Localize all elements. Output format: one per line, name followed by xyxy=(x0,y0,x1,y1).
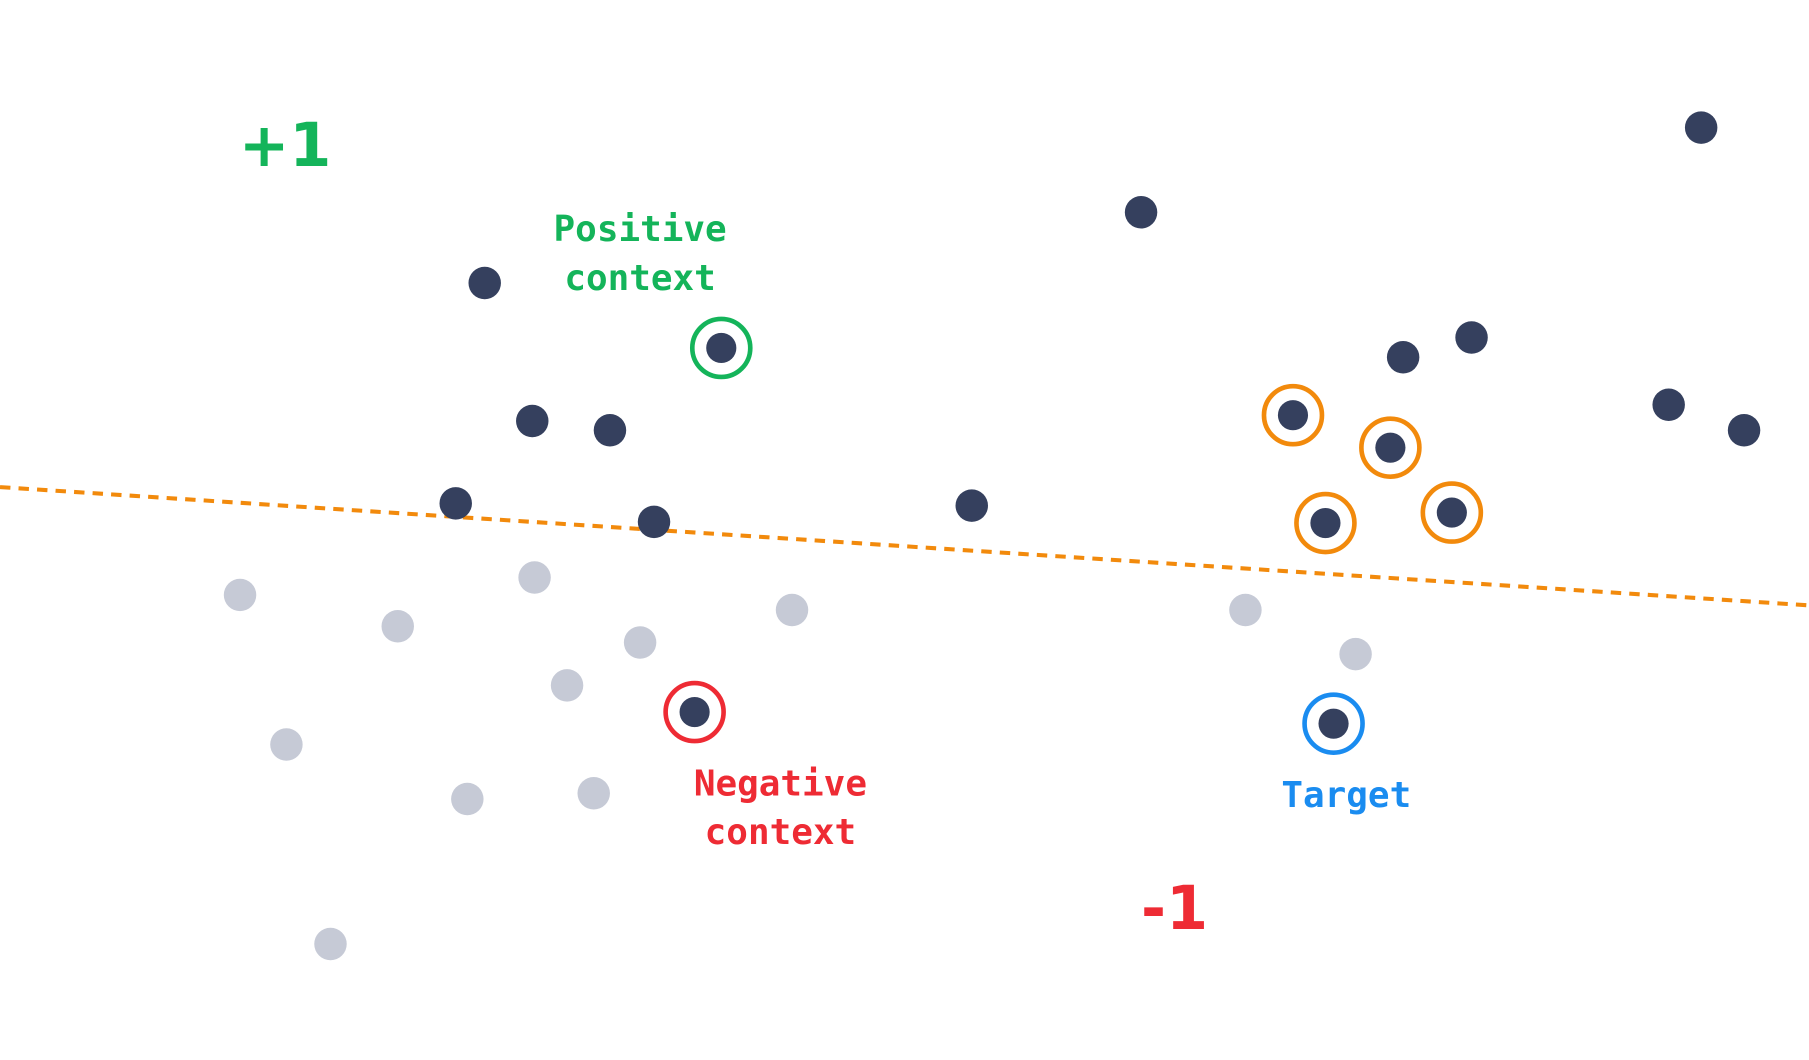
light-point xyxy=(381,610,414,643)
dark-point xyxy=(593,414,627,447)
dark-point xyxy=(1277,400,1309,431)
dark-point xyxy=(516,404,549,438)
light-point xyxy=(314,927,347,961)
positive-context-label-line1: Positive xyxy=(554,209,727,250)
dark-point xyxy=(1375,432,1406,463)
dark-point xyxy=(1386,340,1420,374)
dark-point xyxy=(468,266,501,300)
dark-point xyxy=(706,332,737,364)
dark-point xyxy=(1652,388,1685,421)
dark-point xyxy=(1727,414,1761,447)
light-point xyxy=(451,782,484,816)
light-point xyxy=(623,626,657,659)
dark-point xyxy=(955,489,988,522)
dark-point xyxy=(1436,497,1467,528)
dark-point xyxy=(1124,196,1158,229)
dark-point xyxy=(1455,321,1488,354)
decision-boundary-line xyxy=(0,485,1809,608)
light-point xyxy=(775,593,809,627)
dark-point xyxy=(1684,111,1718,144)
dark-point xyxy=(1318,708,1349,739)
light-point xyxy=(518,561,551,594)
light-point xyxy=(270,728,303,761)
dark-point xyxy=(679,696,710,728)
positive-label: +1 xyxy=(239,111,331,181)
light-point xyxy=(550,669,584,702)
light-point xyxy=(223,578,257,612)
light-point xyxy=(577,776,610,810)
dark-point xyxy=(439,487,472,520)
negative-context-label-line2: context xyxy=(705,812,856,853)
dark-point xyxy=(1310,507,1341,539)
points-layer xyxy=(223,111,1761,961)
target-label: Target xyxy=(1281,775,1411,816)
light-point xyxy=(1339,637,1372,671)
negative-label: -1 xyxy=(1141,874,1208,944)
light-point xyxy=(1229,593,1262,627)
positive-context-label-line2: context xyxy=(564,258,715,299)
negative-context-label-line1: Negative xyxy=(694,764,867,805)
dark-point xyxy=(637,505,671,539)
